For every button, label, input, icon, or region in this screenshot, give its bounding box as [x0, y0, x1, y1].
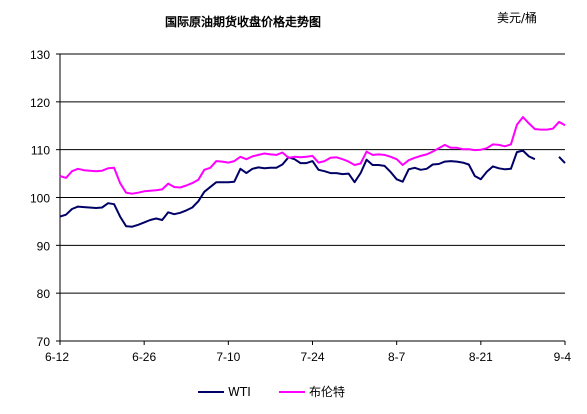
legend-label-wti: WTI — [228, 385, 251, 399]
legend: WTI 布伦特 — [198, 384, 345, 399]
legend-label-brent: 布伦特 — [309, 384, 345, 399]
x-tick-label-6: 9-4 — [554, 350, 572, 364]
x-tick-label-4: 8-7 — [388, 350, 406, 364]
series-line-0-segment-1 — [558, 156, 566, 164]
x-tick-label-2: 7-10 — [216, 350, 240, 364]
y-tick-label-130: 130 — [30, 48, 50, 62]
x-tick-label-3: 7-24 — [300, 350, 324, 364]
x-tick-label-1: 6-26 — [132, 350, 156, 364]
y-tick-label-110: 110 — [31, 144, 50, 158]
y-tick-label-80: 80 — [37, 287, 51, 301]
series-line-0-segment-0 — [59, 149, 536, 228]
series-lines — [59, 116, 566, 228]
axes: 70 80 90 100 110 120 130 6-12 6-26 7-10 7-24 8-7 8-2… — [30, 48, 571, 364]
series-line-1-segment-0 — [59, 116, 566, 195]
y-tick-label-90: 90 — [37, 239, 51, 253]
gridlines — [60, 53, 565, 294]
y-tick-label-120: 120 — [30, 96, 50, 110]
chart-title: 国际原油期货收盘价格走势图 — [165, 14, 321, 29]
y-tick-label-100: 100 — [30, 192, 50, 206]
x-tick-label-5: 8-21 — [469, 350, 493, 364]
y-tick-label-70: 70 — [37, 335, 51, 349]
unit-label: 美元/桶 — [497, 10, 537, 25]
x-tick-label-0: 6-12 — [45, 350, 69, 364]
